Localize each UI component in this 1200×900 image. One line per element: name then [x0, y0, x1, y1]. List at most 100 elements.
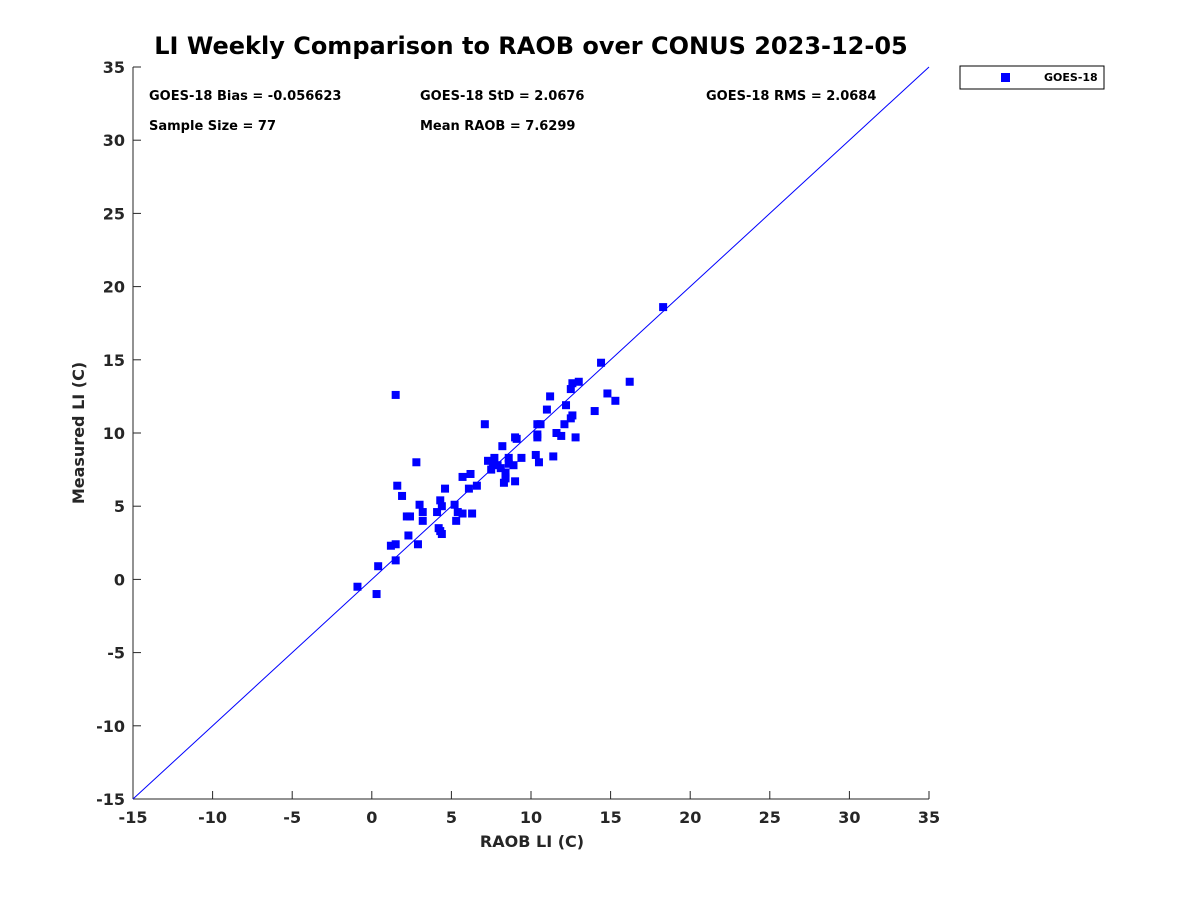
data-point: [437, 530, 446, 539]
data-point: [560, 420, 569, 429]
y-tick-label: 25: [103, 204, 125, 223]
data-point: [464, 484, 473, 493]
data-point: [562, 401, 571, 410]
data-point: [374, 562, 383, 571]
data-point: [441, 484, 450, 493]
y-tick-label: -10: [96, 717, 125, 736]
stat-std: GOES-18 StD = 2.0676: [420, 89, 584, 104]
data-point: [566, 385, 575, 394]
data-point: [499, 478, 508, 487]
data-point: [353, 582, 362, 591]
data-point: [418, 516, 427, 525]
data-point: [466, 469, 475, 478]
data-point: [549, 452, 558, 461]
x-axis-label: RAOB LI (C): [480, 832, 584, 851]
data-point: [509, 461, 518, 470]
x-tick-label: 10: [520, 808, 542, 827]
data-point: [511, 477, 520, 486]
data-point: [531, 450, 540, 459]
y-tick-label: 35: [103, 58, 125, 77]
data-point: [533, 430, 542, 439]
data-point: [504, 453, 513, 462]
data-point: [415, 500, 424, 509]
stat-bias: GOES-18 Bias = -0.056623: [149, 89, 341, 104]
chart-title: LI Weekly Comparison to RAOB over CONUS …: [154, 32, 907, 60]
stat-sample-size: Sample Size = 77: [149, 119, 276, 134]
y-tick-label: 0: [114, 570, 125, 589]
data-point: [597, 358, 606, 367]
data-point: [501, 474, 510, 483]
y-tick-label: -15: [96, 790, 125, 809]
x-tick-label: 5: [446, 808, 457, 827]
data-point: [450, 500, 459, 509]
x-tick-label: -10: [198, 808, 227, 827]
data-point: [546, 392, 555, 401]
data-point: [391, 540, 400, 549]
plot-area: -15 -10 -5 0 5 10 15 20 25 30 35 -15 -10 -5 0 5 10 15 20 25…: [96, 58, 940, 827]
data-point: [542, 405, 551, 414]
y-tick-label: 20: [103, 278, 125, 297]
legend: GOES-18: [959, 65, 1105, 90]
stat-rms: GOES-18 RMS = 2.0684: [706, 89, 876, 104]
data-point: [487, 465, 496, 474]
data-point: [412, 458, 421, 467]
data-point: [568, 411, 577, 420]
data-point: [452, 516, 461, 525]
data-point: [568, 379, 577, 388]
y-tick-label: 15: [103, 351, 125, 370]
data-point: [386, 541, 395, 550]
x-tick-label: 0: [366, 808, 377, 827]
y-tick-label: -5: [107, 644, 125, 663]
data-point: [534, 458, 543, 467]
data-point: [436, 496, 445, 505]
stat-mean-raob: Mean RAOB = 7.6299: [420, 119, 575, 134]
x-tick-label: 25: [759, 808, 781, 827]
data-point: [404, 531, 413, 540]
data-point: [574, 377, 583, 386]
data-point: [557, 431, 566, 440]
y-tick-label: 5: [114, 497, 125, 516]
y-axis-label: Measured LI (C): [69, 362, 88, 504]
legend-marker-goes-18: [1001, 73, 1010, 82]
data-point: [490, 453, 499, 462]
data-point: [398, 491, 407, 500]
x-tick-label: -5: [283, 808, 301, 827]
data-point: [611, 396, 620, 405]
y-tick-label: 10: [103, 424, 125, 443]
data-point: [659, 303, 668, 312]
data-point: [504, 459, 513, 468]
data-point: [391, 390, 400, 399]
data-point: [488, 458, 497, 467]
axes: -15 -10 -5 0 5 10 15 20 25 30 35 -15 -10 -5 0 5 10 15 20 25…: [96, 58, 940, 827]
data-point: [552, 429, 561, 437]
data-point: [418, 508, 427, 517]
x-tick-label: 30: [838, 808, 860, 827]
data-point: [536, 420, 545, 429]
legend-box: [959, 65, 1105, 90]
y-tick-label: 30: [103, 131, 125, 150]
data-point: [391, 556, 400, 565]
data-point: [437, 502, 446, 511]
one-to-one-line: [132, 66, 930, 800]
data-point: [433, 508, 442, 517]
data-point: [480, 420, 489, 429]
data-point: [372, 590, 381, 599]
data-point: [496, 464, 505, 473]
data-point: [590, 407, 599, 416]
data-point: [458, 472, 467, 481]
data-point: [498, 442, 507, 451]
data-point: [472, 481, 481, 490]
data-point: [406, 512, 415, 521]
x-tick-label: 20: [679, 808, 701, 827]
data-points: [353, 303, 668, 599]
data-point: [625, 377, 634, 386]
data-point: [512, 434, 521, 443]
data-point: [453, 508, 462, 517]
legend-label-goes-18: GOES-18: [1044, 71, 1098, 84]
data-point: [501, 468, 510, 477]
stats-annotations: GOES-18 Bias = -0.056623 GOES-18 StD = 2…: [149, 89, 876, 134]
data-point: [571, 433, 580, 442]
x-tick-label: 15: [599, 808, 621, 827]
data-point: [517, 453, 526, 462]
